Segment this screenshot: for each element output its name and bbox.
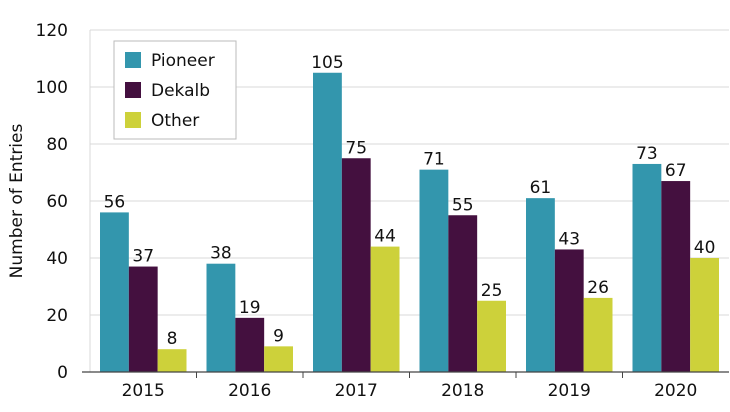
- bar-other-2016: [264, 346, 293, 372]
- x-tick-label: 2018: [441, 381, 484, 401]
- y-tick-label: 80: [46, 135, 68, 155]
- data-label: 26: [587, 278, 609, 298]
- data-label: 40: [694, 238, 716, 258]
- bar-dekalb-2018: [448, 215, 478, 372]
- bar-dekalb-2016: [235, 317, 265, 372]
- data-label: 55: [452, 195, 474, 215]
- data-label: 71: [423, 150, 445, 170]
- bar-other-2019: [583, 297, 613, 372]
- data-label: 8: [167, 329, 178, 349]
- bar-dekalb-2017: [341, 158, 371, 372]
- bar-pioneer-2017: [313, 72, 342, 372]
- bars: [100, 72, 719, 372]
- legend: Pioneer Dekalb Other: [113, 40, 237, 140]
- x-tick-label: 2015: [122, 381, 165, 401]
- y-tick-label: 100: [36, 78, 68, 98]
- bar-dekalb-2019: [554, 249, 584, 372]
- x-tick-label: 2020: [654, 381, 697, 401]
- data-label: 9: [273, 326, 284, 346]
- data-label: 56: [104, 192, 126, 212]
- y-tick-label: 0: [57, 363, 68, 383]
- data-label: 73: [636, 144, 658, 164]
- bar-pioneer-2018: [419, 169, 449, 372]
- y-tick-label: 60: [46, 192, 68, 212]
- data-label: 37: [132, 247, 154, 267]
- data-label: 43: [558, 229, 580, 249]
- y-axis-label: Number of Entries: [7, 124, 27, 279]
- data-label: 19: [239, 298, 261, 318]
- bar-other-2017: [370, 246, 400, 372]
- y-tick-label: 20: [46, 306, 68, 326]
- x-tick-label: 2019: [548, 381, 591, 401]
- bar-pioneer-2019: [526, 198, 555, 372]
- data-labels: 56 37 8 38 19 9 105 75 44 71 55 25 61 43 26 73 67 40: [104, 53, 716, 349]
- data-label: 25: [481, 281, 503, 301]
- legend-label-pioneer: Pioneer: [151, 51, 215, 71]
- data-label: 44: [374, 227, 396, 247]
- bar-other-2015: [157, 349, 187, 372]
- bar-dekalb-2015: [128, 266, 158, 372]
- data-label: 38: [210, 244, 232, 264]
- legend-swatch-other: [125, 112, 141, 128]
- data-label: 105: [311, 53, 343, 73]
- data-label: 75: [345, 138, 367, 158]
- y-tick-label: 120: [36, 21, 68, 41]
- y-tick-label: 40: [46, 249, 68, 269]
- legend-label-dekalb: Dekalb: [151, 81, 210, 101]
- legend-swatch-pioneer: [125, 52, 141, 68]
- legend-label-other: Other: [151, 111, 199, 131]
- axes: 0 20 40 60 80 100 120 2015 2016 2017 2018 2019 2020: [36, 21, 729, 401]
- data-label: 61: [530, 178, 552, 198]
- x-tick-label: 2017: [335, 381, 378, 401]
- bar-other-2018: [477, 300, 506, 372]
- x-tick-label: 2016: [228, 381, 271, 401]
- bar-dekalb-2020: [661, 181, 691, 372]
- legend-swatch-dekalb: [125, 82, 141, 98]
- data-label: 67: [665, 161, 687, 181]
- bar-pioneer-2020: [632, 163, 662, 372]
- bar-other-2020: [690, 258, 719, 372]
- bar-pioneer-2016: [206, 263, 236, 372]
- bar-pioneer-2015: [100, 212, 129, 372]
